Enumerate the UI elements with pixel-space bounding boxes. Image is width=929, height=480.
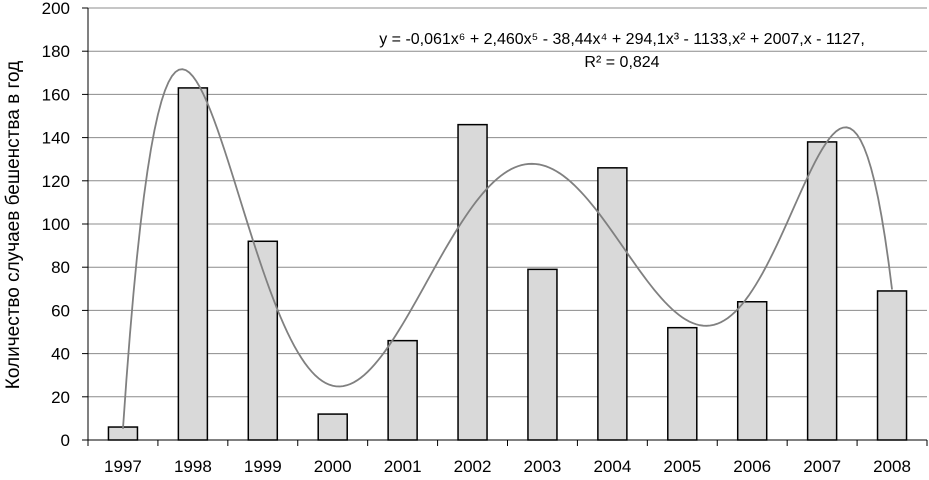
x-tick-label-2007: 2007 [803,457,841,476]
bar-2003 [527,268,558,441]
y-tick-label-0: 0 [61,431,70,450]
gridlines [88,7,927,398]
y-tick-label-100: 100 [42,215,70,234]
y-axis-title: Количество случаев бешенства в год [3,61,24,389]
bar-2002 [457,123,488,441]
x-tick-label-1997: 1997 [104,457,142,476]
bar-1998 [177,87,209,441]
y-tick-label-140: 140 [42,129,70,148]
trendline-r-squared: R² = 0,824 [584,54,659,71]
axes [82,7,928,446]
bar-2004 [597,167,628,441]
y-tick-label-160: 160 [42,85,70,104]
bar-2001 [387,339,418,441]
y-tick-label-180: 180 [42,42,70,61]
trendline [122,68,893,429]
y-tick-label-80: 80 [51,258,70,277]
bar-2008 [876,290,908,441]
trendline-equation: y = -0,061x⁶ + 2,460x⁵ - 38,44x⁴ + 294,1… [379,31,865,48]
y-tick-label-40: 40 [51,345,70,364]
x-tick-label-1998: 1998 [174,457,212,476]
x-tick-label-2001: 2001 [384,457,422,476]
x-tick-label-2006: 2006 [733,457,771,476]
trendline-curve [122,68,893,429]
x-tick-label-2008: 2008 [873,457,911,476]
x-tick-label-2005: 2005 [663,457,701,476]
bar-2007 [806,141,838,441]
y-tick-labels: 0 20 40 60 80 100 120 140 160 180 200 [42,0,70,450]
x-tick-label-2000: 2000 [314,457,352,476]
bar-1997 [107,426,139,441]
bars [107,87,908,441]
y-tick-label-20: 20 [51,388,70,407]
bar-2005 [667,326,698,441]
x-tick-label-2003: 2003 [524,457,562,476]
y-tick-label-200: 200 [42,0,70,18]
x-tick-label-1999: 1999 [244,457,282,476]
x-tick-labels: 1997 1998 1999 2000 2001 2002 2003 2004 2005 2006… [104,457,911,476]
x-tick-label-2004: 2004 [593,457,631,476]
y-tick-label-120: 120 [42,172,70,191]
bar-1999 [247,240,279,441]
bar-2000 [317,413,348,441]
x-tick-label-2002: 2002 [454,457,492,476]
y-tick-label-60: 60 [51,301,70,320]
bar-2006 [736,301,768,441]
